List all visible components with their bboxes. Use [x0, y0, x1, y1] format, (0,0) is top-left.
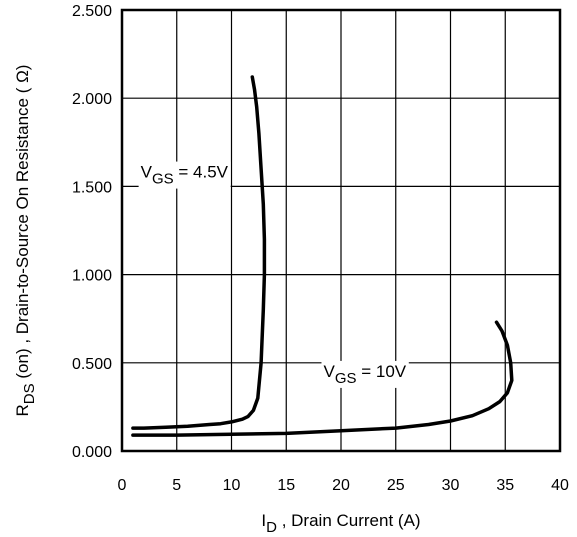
y-tick-label: 1.500	[72, 179, 112, 196]
y-tick-label: 2.000	[72, 91, 112, 108]
x-tick-label: 35	[496, 477, 514, 494]
series-annotation-1: VGS = 4.5V	[141, 163, 229, 188]
annotation-layer: VGS = 4.5V VGS = 10V	[138, 161, 409, 388]
tick-layer: 0 5 10 15 20 25 30 35 40 0.000 0.500 1.000 1.500 2.00…	[72, 3, 569, 494]
x-tick-label: 40	[551, 477, 569, 494]
y-axis-label-rest: (on) , Drain-to-Source On Resistance ( Ω…	[13, 65, 32, 384]
y-tick-label: 2.500	[72, 3, 112, 20]
plot-frame	[120, 8, 562, 453]
x-axis-label: ID , Drain Current (A)	[261, 511, 420, 536]
x-axis-label-main: I	[261, 511, 266, 530]
annotation-background	[138, 161, 231, 189]
series-line-2	[131, 320, 514, 437]
x-tick-label: 5	[172, 477, 181, 494]
series-line-1	[131, 75, 267, 430]
series-annotation-2: VGS = 10V	[323, 362, 406, 387]
x-tick-label: 20	[332, 477, 350, 494]
x-axis-label-rest: , Drain Current (A)	[277, 511, 421, 530]
y-axis-label: RDS (on) , Drain-to-Source On Resistance…	[13, 65, 38, 417]
series-layer	[131, 75, 514, 437]
x-tick-label: 10	[223, 477, 241, 494]
x-tick-label: 25	[387, 477, 405, 494]
x-axis-label-sub: D	[266, 519, 277, 536]
y-axis-label-sub: DS	[21, 383, 38, 404]
y-tick-label: 0.500	[72, 356, 112, 373]
y-axis-label-main: R	[13, 404, 32, 416]
x-tick-label: 30	[442, 477, 460, 494]
grid-layer	[122, 10, 560, 451]
y-tick-label: 1.000	[72, 268, 112, 285]
y-tick-label: 0.000	[72, 444, 112, 461]
x-tick-label: 15	[277, 477, 295, 494]
annotation-background	[321, 360, 409, 388]
x-tick-label: 0	[118, 477, 127, 494]
